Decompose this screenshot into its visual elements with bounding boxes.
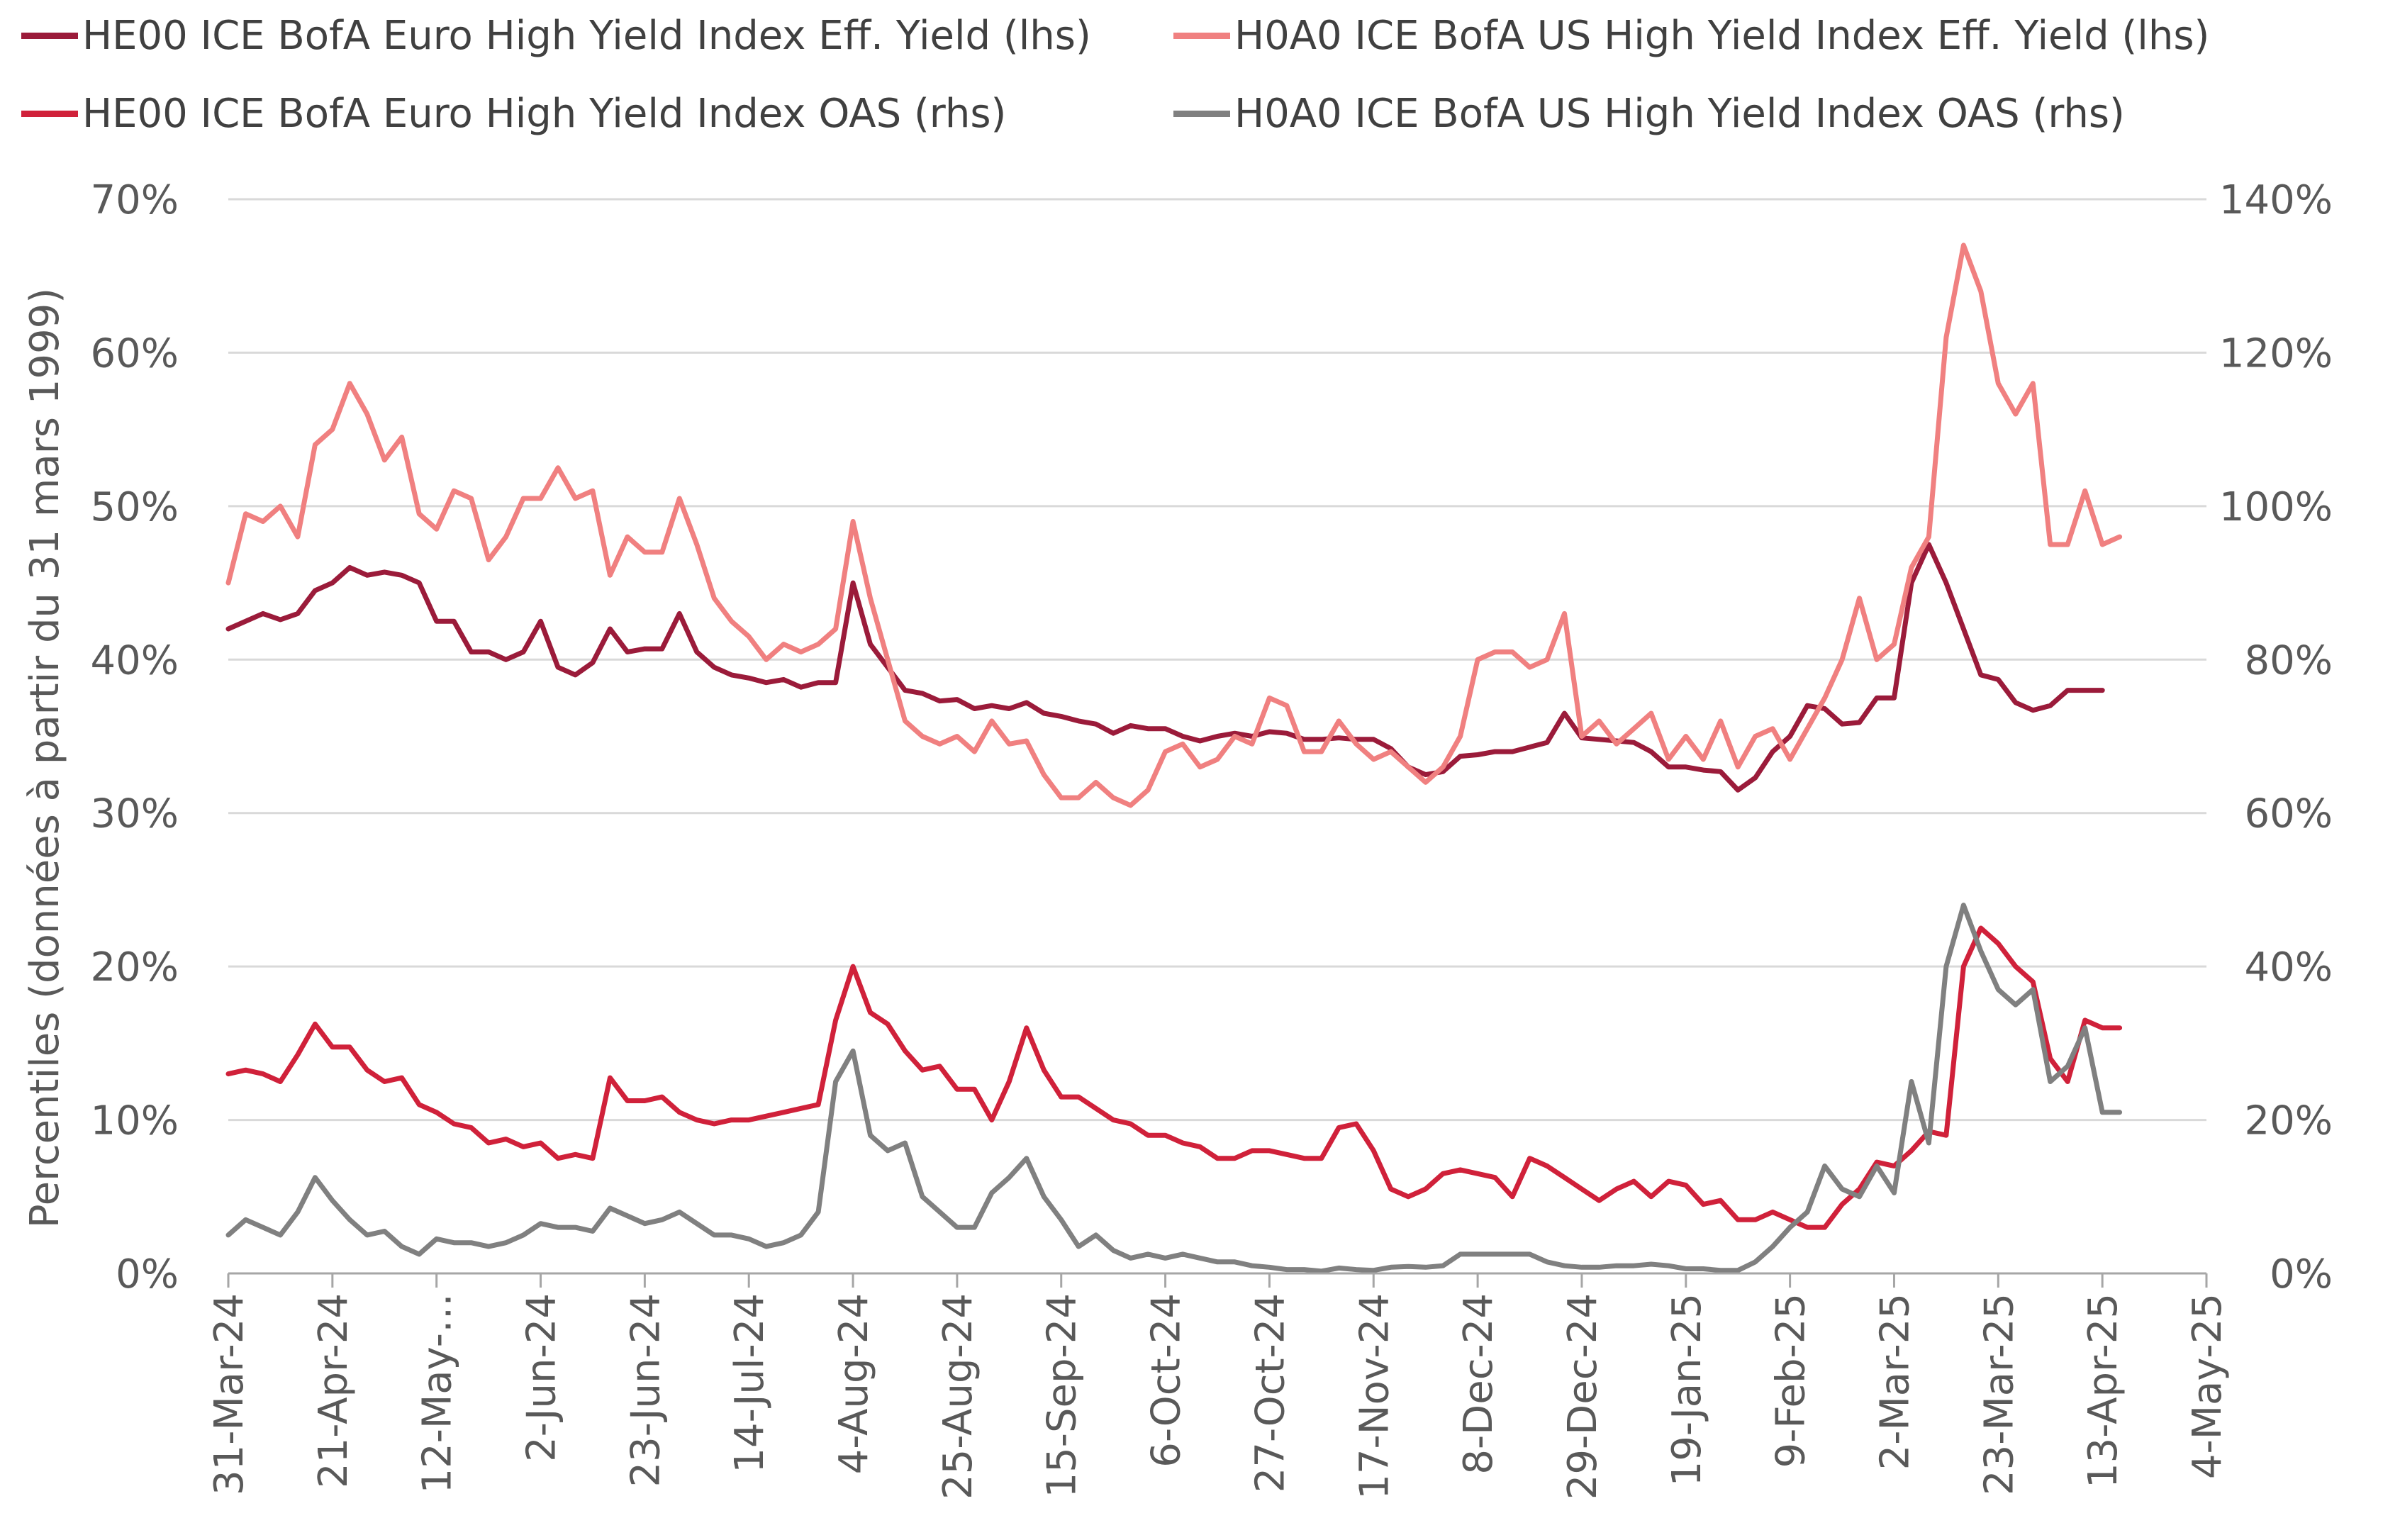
legend-item-h0a0-oas: H0A0 ICE BofA US High Yield Index OAS (r… bbox=[1173, 91, 2125, 137]
legend-label-he00-oas: HE00 ICE BofA Euro High Yield Index OAS … bbox=[82, 91, 1007, 137]
y-left-tick-label: 30% bbox=[91, 791, 179, 837]
series-line-1 bbox=[225, 242, 2123, 808]
x-tick-label: 29-Dec-24 bbox=[1560, 1293, 1606, 1500]
y-left-tick-label: 10% bbox=[91, 1098, 179, 1144]
x-tick-label: 8-Dec-24 bbox=[1456, 1293, 1502, 1475]
x-tick-label: 4-May-25 bbox=[2184, 1293, 2231, 1479]
legend-swatch-he00-yield bbox=[21, 33, 78, 39]
x-tick-label: 15-Sep-24 bbox=[1039, 1293, 1086, 1497]
x-tick-label: 25-Aug-24 bbox=[935, 1293, 981, 1500]
x-tick-label: 19-Jan-25 bbox=[1664, 1293, 1710, 1486]
x-tick-label: 23-Jun-24 bbox=[623, 1293, 669, 1488]
legend-swatch-h0a0-oas bbox=[1173, 111, 1230, 117]
series-line-0 bbox=[225, 542, 2105, 793]
y-right-tick-label: 120% bbox=[2219, 330, 2333, 376]
legend-label-h0a0-yield: H0A0 ICE BofA US High Yield Index Eff. Y… bbox=[1234, 13, 2210, 59]
y-axis-label: Percentiles (données à partir du 31 mars… bbox=[22, 288, 68, 1228]
y-right-tick-label: 140% bbox=[2219, 177, 2333, 223]
x-tick-label: 17-Nov-24 bbox=[1351, 1293, 1397, 1500]
y-left-tick-label: 0% bbox=[116, 1251, 179, 1298]
series-line-2 bbox=[225, 925, 2123, 1230]
y-right-tick-label: 60% bbox=[2245, 791, 2333, 837]
x-tick-label: 4-Aug-24 bbox=[831, 1293, 877, 1474]
x-tick-label: 14-Jul-24 bbox=[727, 1293, 773, 1473]
y-left-tick-label: 20% bbox=[91, 944, 179, 991]
x-tick-label: 2-Jun-24 bbox=[519, 1293, 565, 1462]
legend-item-he00-oas: HE00 ICE BofA Euro High Yield Index OAS … bbox=[21, 91, 1006, 137]
series-line-3 bbox=[225, 903, 2123, 1274]
axes: 0% 10% 20% 30% 40% 50% 60% 70% 0% 20% 40% 60% 80% 100… bbox=[91, 177, 2333, 1500]
y-left-tick-label: 40% bbox=[91, 637, 179, 683]
x-tick-label: 13-Apr-25 bbox=[2080, 1293, 2126, 1488]
legend-label-h0a0-oas: H0A0 ICE BofA US High Yield Index OAS (r… bbox=[1234, 91, 2125, 137]
y-right-tick-label: 100% bbox=[2219, 484, 2333, 530]
legend-label-he00-yield: HE00 ICE BofA Euro High Yield Index Eff.… bbox=[82, 13, 1091, 59]
y-left-tick-label: 60% bbox=[91, 330, 179, 376]
x-tick-label: 2-Mar-25 bbox=[1872, 1293, 1918, 1470]
x-tick-label: 27-Oct-24 bbox=[1247, 1293, 1293, 1492]
y-left-tick-label: 70% bbox=[91, 177, 179, 223]
x-tick-label: 23-Mar-25 bbox=[1976, 1293, 2022, 1495]
series-lines bbox=[225, 242, 2123, 1274]
legend-swatch-h0a0-yield bbox=[1173, 33, 1230, 39]
legend-item-he00-yield: HE00 ICE BofA Euro High Yield Index Eff.… bbox=[21, 13, 1091, 59]
x-tick-label: 6-Oct-24 bbox=[1144, 1293, 1190, 1468]
y-left-tick-label: 50% bbox=[91, 484, 179, 530]
y-right-tick-label: 80% bbox=[2245, 637, 2333, 683]
legend-item-h0a0-yield: H0A0 ICE BofA US High Yield Index Eff. Y… bbox=[1173, 13, 2209, 59]
y-right-tick-label: 0% bbox=[2270, 1251, 2333, 1298]
x-tick-label: 9-Feb-25 bbox=[1768, 1293, 1814, 1468]
y-right-tick-label: 40% bbox=[2245, 944, 2333, 991]
x-tick-label: 21-Apr-24 bbox=[311, 1293, 357, 1488]
y-right-tick-label: 20% bbox=[2245, 1098, 2333, 1144]
x-tick-label: 31-Mar-24 bbox=[206, 1293, 252, 1495]
gridlines bbox=[228, 198, 2206, 1122]
legend-swatch-he00-oas bbox=[21, 111, 78, 117]
x-tick-label: 12-May-… bbox=[415, 1293, 461, 1493]
